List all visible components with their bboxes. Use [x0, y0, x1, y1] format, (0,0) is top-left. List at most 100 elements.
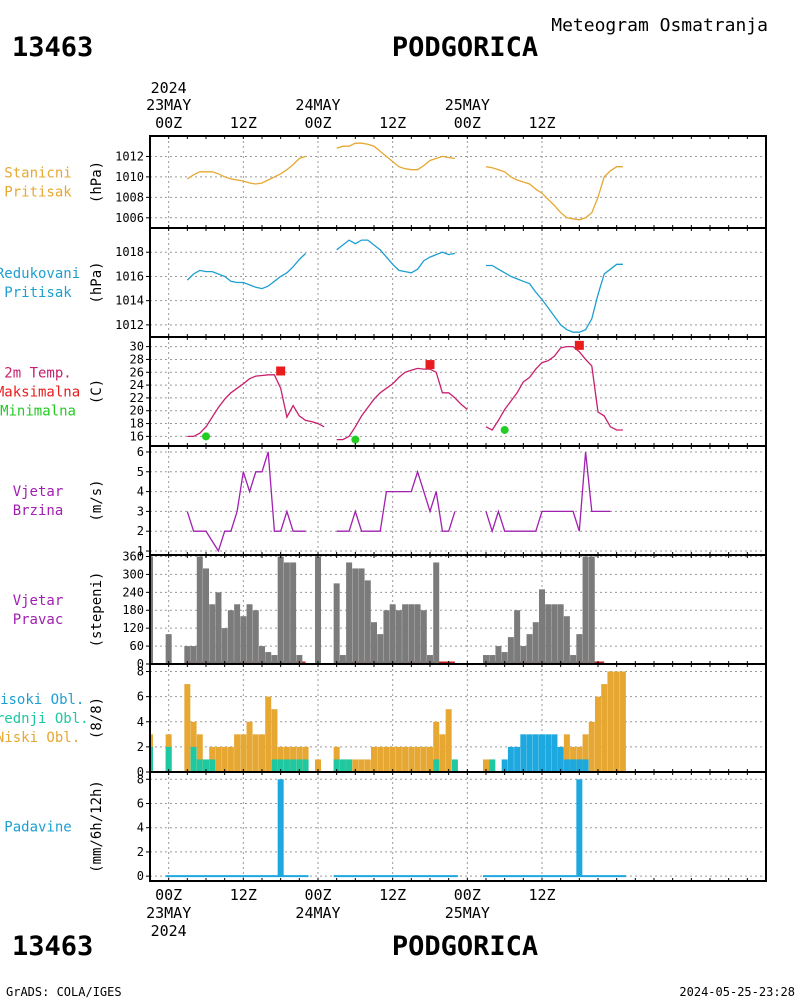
panel: 0 2 4 6 8 (8/8) Visoki Obl. Srednji Obl. Niski O… — [0, 663, 767, 779]
plot-area — [150, 664, 766, 772]
bar — [259, 646, 265, 664]
plot-area — [150, 228, 766, 337]
bar — [445, 709, 452, 772]
panel-frame — [149, 771, 767, 882]
bar — [203, 759, 209, 772]
bar — [395, 610, 402, 664]
bar — [209, 759, 216, 772]
panel: 1006 1008 1010 1012 (hPa) Stanicni Pritisak — [4, 135, 767, 229]
panel: 1 2 3 4 5 6 (m/s) Vjetar Brzina — [13, 445, 767, 558]
bar — [227, 746, 234, 772]
bar — [551, 604, 558, 664]
bar — [539, 589, 545, 664]
time-day-label: 24MAY — [295, 904, 340, 922]
station-name-top: PODGORICA — [392, 32, 538, 63]
bar — [501, 652, 508, 664]
bar — [402, 604, 409, 664]
y-tick-label: 360 — [122, 549, 144, 563]
station-id-top: 13463 — [12, 32, 93, 63]
y-tick-label: 1008 — [115, 190, 144, 204]
bar — [296, 655, 303, 664]
bar — [377, 746, 384, 772]
meteogram-panels: 1006100810101012(hPa)StanicniPritisak101… — [0, 135, 767, 883]
bar — [557, 604, 564, 664]
bar — [315, 556, 321, 664]
bar — [234, 734, 241, 772]
bar — [221, 746, 228, 772]
panel: 0 60 120 180 240 300 360 (stepeni) Vjetar Pravac — [13, 549, 767, 671]
bar — [364, 580, 371, 664]
bar — [333, 583, 340, 664]
bar — [215, 592, 222, 664]
bar — [420, 610, 427, 664]
bar — [265, 652, 272, 664]
panel-label: Pravac — [13, 612, 64, 628]
bar — [221, 628, 228, 664]
panel-frame — [149, 135, 767, 229]
y-axis-label: (hPa) — [89, 161, 105, 203]
time-hour-label: 12Z — [528, 886, 555, 904]
max-temp-marker — [425, 360, 435, 370]
panel-label: Stanicni — [4, 166, 71, 182]
y-axis-label: (hPa) — [89, 261, 105, 303]
y-tick-label: 30 — [130, 340, 144, 354]
bar — [184, 646, 191, 664]
bar — [150, 556, 153, 664]
bar — [252, 734, 259, 772]
panel-label: Minimalna — [0, 404, 76, 420]
bar — [532, 734, 539, 772]
bar — [420, 746, 427, 772]
min-temp-marker — [202, 432, 210, 441]
bar — [371, 622, 377, 664]
bar — [514, 746, 521, 772]
time-hour-label: 12Z — [528, 114, 555, 132]
y-tick-label: 60 — [130, 639, 144, 653]
bar — [246, 721, 253, 772]
bar — [576, 634, 583, 664]
y-tick-label: 180 — [122, 603, 144, 617]
panel-label: Pritisak — [4, 185, 72, 201]
bar — [352, 759, 359, 772]
y-tick-label: 2 — [137, 524, 144, 538]
bar — [402, 746, 409, 772]
bar — [613, 671, 620, 772]
bar — [215, 746, 222, 772]
bar — [383, 610, 390, 664]
bar — [595, 696, 601, 772]
panel-label: Maksimalna — [0, 385, 80, 401]
time-day-label: 25MAY — [445, 904, 490, 922]
bar — [196, 556, 203, 664]
series-line — [187, 374, 325, 438]
bar — [165, 634, 172, 664]
max-temp-marker — [276, 366, 286, 376]
panel: 1012 1014 1016 1018 (hPa) Redukovani Pritisak — [0, 227, 767, 338]
station-name-bottom: PODGORICA — [392, 931, 538, 962]
bar — [607, 671, 614, 772]
y-axis-label: (stepeni) — [89, 572, 105, 648]
bar — [190, 746, 197, 772]
bar — [395, 746, 402, 772]
bar — [364, 759, 371, 772]
bar — [520, 734, 527, 772]
y-tick-label: 120 — [122, 621, 144, 635]
bar — [563, 734, 570, 772]
bar — [203, 568, 209, 664]
time-hour-label: 00Z — [155, 886, 182, 904]
bar — [302, 759, 309, 772]
panel-frame — [149, 336, 767, 447]
bar — [389, 746, 396, 772]
time-hour-label: 00Z — [155, 114, 182, 132]
bar — [526, 634, 533, 664]
plot-area — [150, 772, 766, 881]
y-axis-label: (mm/6h/12h) — [89, 780, 105, 873]
y-tick-label: 3 — [137, 504, 144, 518]
series-line — [336, 367, 468, 441]
bar — [259, 734, 265, 772]
bar — [619, 671, 626, 772]
bar — [389, 604, 396, 664]
y-tick-label: 1012 — [115, 318, 144, 332]
bar — [383, 746, 390, 772]
panel-label: Visoki Obl. — [0, 692, 84, 708]
bar — [252, 610, 259, 664]
